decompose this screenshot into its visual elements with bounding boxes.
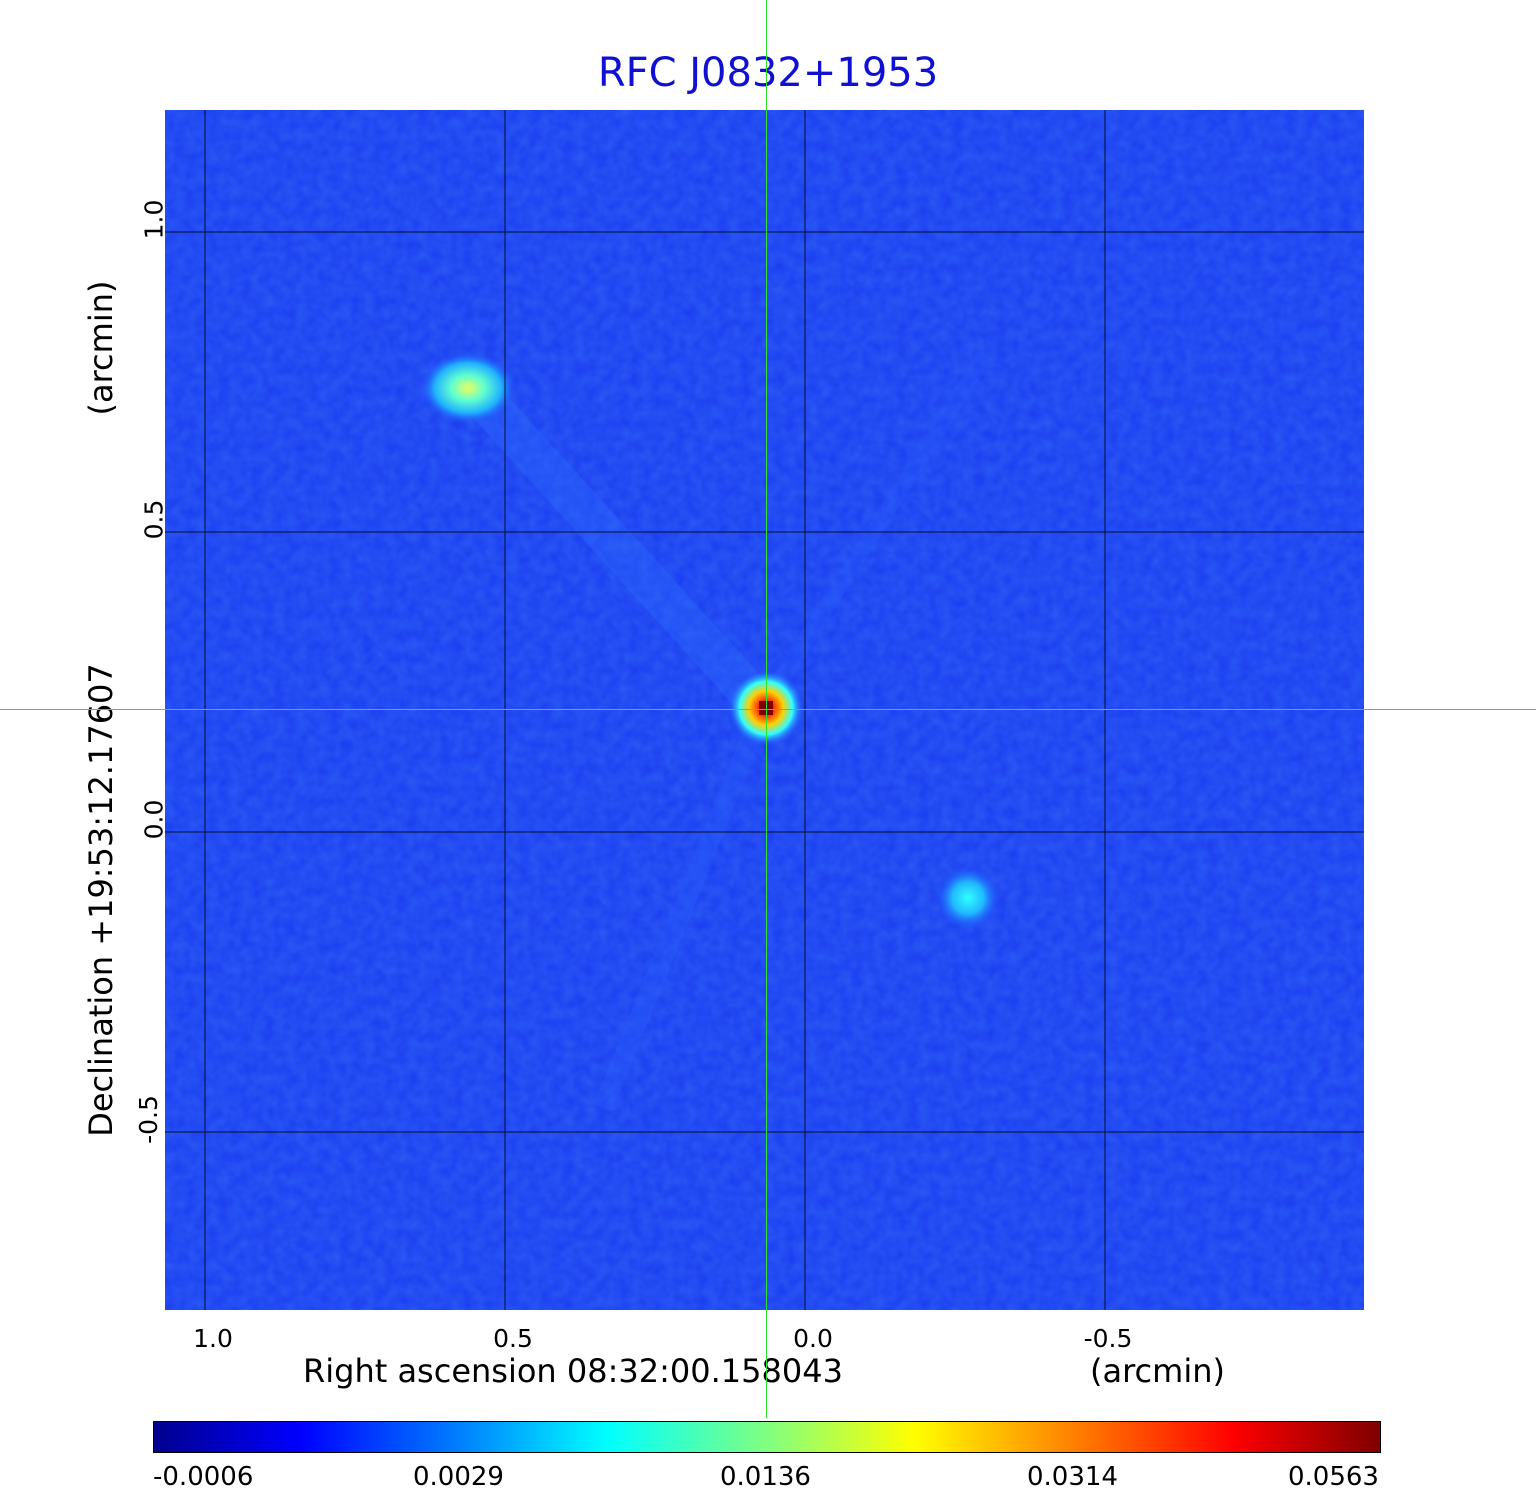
y-tick-label: 0.5 bbox=[139, 499, 169, 540]
streak bbox=[458, 374, 778, 722]
y-tick-label: -0.5 bbox=[133, 1095, 163, 1144]
colorbar-label: 0.0563 bbox=[1288, 1462, 1379, 1492]
colorbar bbox=[153, 1421, 1381, 1453]
x-tick-label: 0.5 bbox=[493, 1324, 533, 1353]
y-axis-label: Declination +19:53:12.17607 bbox=[82, 663, 120, 1137]
x-axis-unit: (arcmin) bbox=[1090, 1352, 1225, 1390]
image-title: RFC J0832+1953 bbox=[597, 50, 939, 96]
x-tick-label: 1.0 bbox=[193, 1324, 233, 1353]
source-south-west[interactable] bbox=[936, 866, 1000, 930]
radio-map[interactable] bbox=[163, 108, 1366, 1312]
crosshair-horizontal bbox=[0, 709, 1536, 710]
x-tick-label: 0.0 bbox=[793, 1324, 833, 1353]
y-tick-label: 1.0 bbox=[139, 199, 169, 240]
y-axis-unit: (arcmin) bbox=[82, 280, 120, 416]
coordinate-grid bbox=[163, 108, 1366, 1312]
colorbar-label: 0.0136 bbox=[720, 1462, 811, 1492]
x-axis-label: Right ascension 08:32:00.158043 bbox=[303, 1352, 843, 1390]
y-tick-label: 0.0 bbox=[139, 799, 169, 840]
colorbar-label: 0.0029 bbox=[413, 1462, 504, 1492]
source-north-east[interactable] bbox=[420, 352, 516, 424]
x-tick-label: -0.5 bbox=[1083, 1324, 1133, 1353]
colorbar-label: -0.0006 bbox=[153, 1462, 254, 1492]
streak bbox=[593, 704, 773, 1112]
colorbar-label: 0.0314 bbox=[1027, 1462, 1118, 1492]
streak bbox=[756, 353, 990, 713]
